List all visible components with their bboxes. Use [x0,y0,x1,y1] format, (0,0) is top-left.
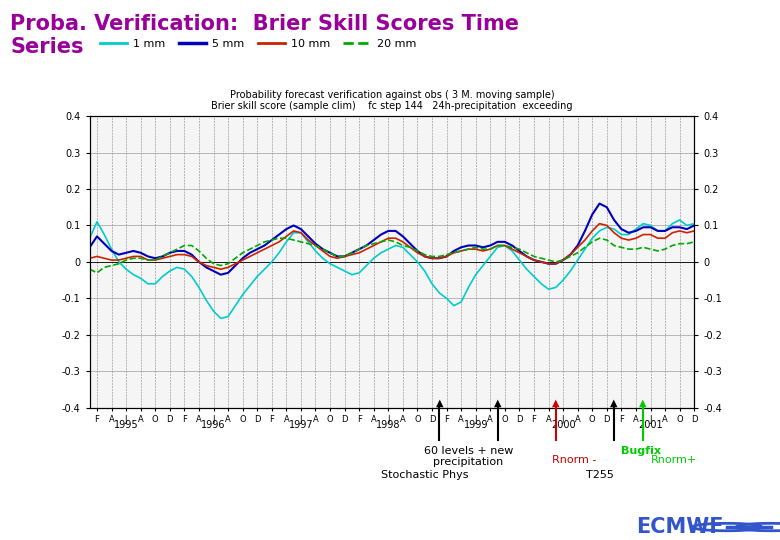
Text: T255: T255 [586,470,613,480]
Text: ▲: ▲ [435,397,443,408]
Text: WWRP/WMO Workshop on QPF Verification - Prague, 14-16 May 2001: WWRP/WMO Workshop on QPF Verification - … [9,521,417,534]
Text: 1999: 1999 [463,421,488,430]
Text: Rnorm+: Rnorm+ [651,455,697,465]
Text: ▲: ▲ [494,397,502,408]
Text: 2000: 2000 [551,421,576,430]
Text: Bugfix: Bugfix [622,446,661,456]
Text: ▲: ▲ [610,397,618,408]
Text: Proba. Verification:  Brier Skill Scores Time
Series: Proba. Verification: Brier Skill Scores … [10,14,519,57]
Text: 1998: 1998 [376,421,401,430]
Text: ▲: ▲ [552,397,559,408]
Text: ▲: ▲ [640,397,647,408]
Text: 1996: 1996 [201,421,225,430]
Text: 1997: 1997 [289,421,314,430]
Title: Probability forecast verification against obs ( 3 M. moving sample)
Brier skill : Probability forecast verification agains… [211,90,573,111]
Text: 60 levels + new
precipitation: 60 levels + new precipitation [424,446,513,467]
Text: 2001: 2001 [638,421,663,430]
Text: Rnorm -: Rnorm - [552,455,597,465]
Legend: 1 mm, 5 mm, 10 mm, 20 mm: 1 mm, 5 mm, 10 mm, 20 mm [95,34,420,53]
Text: ECMWF: ECMWF [636,517,724,537]
Text: 1995: 1995 [114,421,138,430]
Text: Stochastic Phys: Stochastic Phys [381,470,469,480]
